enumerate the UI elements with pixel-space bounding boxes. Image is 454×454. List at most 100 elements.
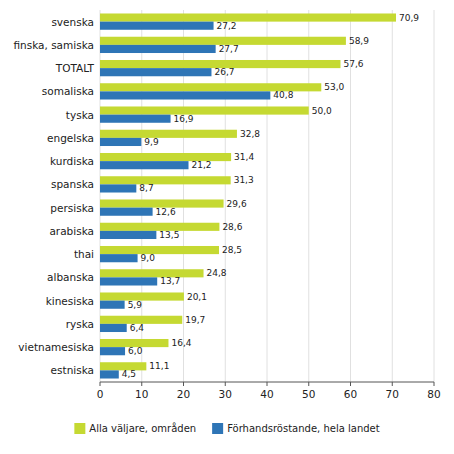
bar	[100, 347, 125, 355]
bar	[100, 370, 119, 378]
y-tick-label: tyska	[66, 109, 94, 121]
y-tick-label: finska, samiska	[13, 39, 94, 51]
y-tick-label: spanska	[51, 178, 94, 190]
y-tick-label: kurdiska	[50, 155, 94, 167]
data-label: 16,9	[174, 114, 194, 124]
bar	[100, 115, 171, 123]
data-label: 13,5	[159, 230, 179, 240]
x-tick-label: 30	[219, 388, 232, 400]
y-tick-label: engelska	[47, 132, 94, 144]
data-label: 32,8	[240, 129, 260, 139]
data-label: 6,4	[130, 323, 145, 333]
bar	[100, 324, 127, 332]
bar	[100, 184, 136, 192]
y-tick-label: albanska	[47, 271, 94, 283]
x-tick	[392, 382, 393, 386]
data-label: 40,8	[273, 90, 293, 100]
data-label: 31,3	[234, 175, 254, 185]
bar	[100, 13, 396, 21]
x-tick-label: 60	[344, 388, 357, 400]
x-tick-label: 0	[97, 388, 104, 400]
x-tick-label: 20	[177, 388, 190, 400]
bar	[100, 138, 141, 146]
y-tick-label: somaliska	[42, 85, 94, 97]
legend-swatch	[74, 423, 85, 434]
data-label: 8,7	[139, 183, 153, 193]
bar	[100, 161, 189, 169]
data-label: 29,6	[227, 199, 247, 209]
x-tick-label: 50	[302, 388, 315, 400]
legend: Alla väljare, områden Förhandsröstande, h…	[74, 422, 379, 434]
y-tick-label: ryska	[66, 318, 94, 330]
legend-swatch	[212, 423, 223, 434]
bars	[100, 13, 396, 378]
data-labels: 70,9 58,9 57,6 53,0 50,0 32,8 31,4 31,3 29,6 28,6…	[122, 13, 420, 380]
bar	[100, 130, 237, 138]
y-tick-label: vietnamesiska	[18, 341, 94, 353]
x-tick	[225, 382, 226, 386]
data-label: 4,5	[122, 369, 136, 379]
data-label: 5,9	[128, 300, 143, 310]
data-label: 13,7	[160, 276, 180, 286]
x-tick-label: 40	[260, 388, 273, 400]
y-tick-label: persiska	[50, 202, 94, 214]
x-tick	[141, 382, 142, 386]
x-tick	[183, 382, 184, 386]
x-tick	[100, 382, 101, 386]
bar	[100, 301, 125, 309]
x-tick	[350, 382, 351, 386]
y-tick-label: kinesiska	[46, 295, 94, 307]
bar	[100, 176, 231, 184]
y-tick-label: svenska	[51, 16, 94, 28]
data-label: 12,6	[156, 207, 176, 217]
data-label: 11,1	[149, 361, 169, 371]
data-label: 9,0	[141, 253, 156, 263]
data-label: 16,4	[171, 338, 191, 348]
data-label: 53,0	[324, 82, 344, 92]
data-label: 57,6	[343, 59, 363, 69]
bar	[100, 22, 214, 30]
data-label: 58,9	[349, 36, 369, 46]
x-tick	[308, 382, 309, 386]
data-label: 70,9	[399, 13, 419, 23]
x-axis: 0 10 20 30 40 50 60 70 80	[97, 382, 441, 400]
legend-label: Alla väljare, områden	[89, 422, 196, 434]
legend-label: Förhandsröstande, hela landet	[227, 423, 380, 434]
x-tick	[267, 382, 268, 386]
data-label: 19,7	[185, 315, 205, 325]
bar	[100, 277, 157, 285]
grid-line	[434, 10, 435, 382]
y-tick-label: estniska	[51, 364, 94, 376]
data-label: 21,2	[192, 160, 212, 170]
data-label: 27,2	[217, 21, 237, 31]
x-tick	[434, 382, 435, 386]
chart: 70,9 58,9 57,6 53,0 50,0 32,8 31,4 31,3 29,6 28,6…	[0, 0, 454, 454]
x-tick-label: 80	[427, 388, 440, 400]
data-label: 20,1	[187, 292, 207, 302]
x-tick-label: 70	[386, 388, 399, 400]
x-tick-label: 10	[135, 388, 148, 400]
y-tick-label: arabiska	[49, 225, 94, 237]
data-label: 6,0	[128, 346, 143, 356]
bar	[100, 269, 204, 277]
data-label: 24,8	[207, 268, 227, 278]
bar	[100, 91, 270, 99]
y-tick-label: thai	[74, 248, 94, 260]
bar	[100, 208, 153, 216]
grid	[100, 10, 434, 382]
data-label: 50,0	[312, 106, 332, 116]
data-label: 26,7	[214, 67, 234, 77]
bar	[100, 68, 211, 76]
bar	[100, 246, 219, 254]
y-tick-label: TOTALT	[55, 62, 95, 74]
bar	[100, 106, 309, 114]
grid-line	[392, 10, 393, 382]
data-label: 28,6	[222, 222, 242, 232]
data-label: 28,5	[222, 245, 242, 255]
y-axis: svenska finska, samiska TOTALT somaliska tys…	[13, 16, 94, 377]
data-label: 27,7	[219, 44, 239, 54]
bar	[100, 45, 216, 53]
bar	[100, 254, 138, 262]
data-label: 31,4	[234, 152, 254, 162]
data-label: 9,9	[144, 137, 159, 147]
